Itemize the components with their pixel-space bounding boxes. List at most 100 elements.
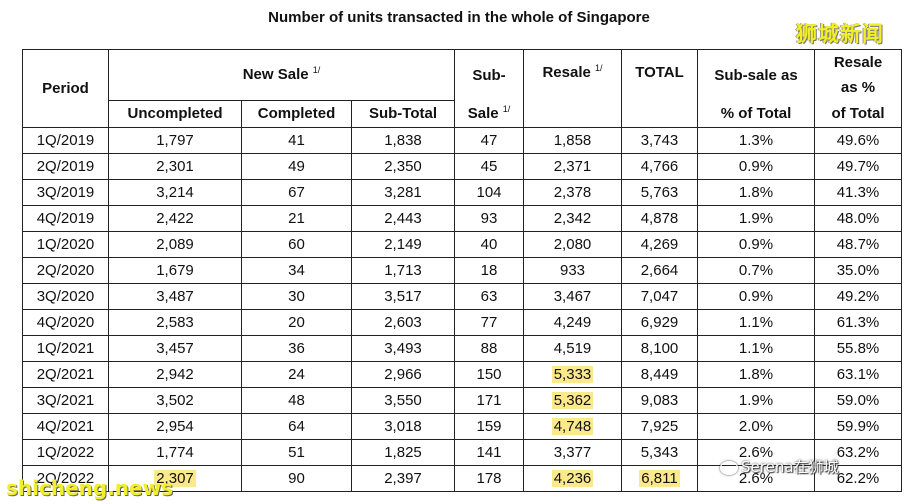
- cell-sub-sale: 171: [454, 386, 524, 414]
- table-row: 3Q/2020 3,487 30 3,517 63 3,467 7,047 0.9% 49.2%: [22, 282, 902, 310]
- cell-subtotal: 3,281: [351, 178, 455, 206]
- cell-completed: 60: [241, 230, 352, 258]
- header-sub-sale-top: Sub-: [454, 49, 524, 100]
- cell-total: 7,047: [621, 282, 698, 310]
- cell-uncompleted: 1,774: [108, 438, 242, 466]
- header-total: TOTAL: [621, 49, 698, 128]
- cell-resale-pct: 61.3%: [814, 308, 902, 336]
- cell-resale: 933: [523, 256, 622, 284]
- cell-resale: 5,333: [523, 360, 622, 388]
- cell-resale-pct: 48.7%: [814, 230, 902, 258]
- cell-completed: 41: [241, 126, 352, 154]
- header-sub-sale-bottom: Sale 1/: [454, 100, 524, 128]
- cell-uncompleted: 2,307: [108, 464, 242, 492]
- table-title: Number of units transacted in the whole …: [268, 9, 650, 26]
- cell-resale: 2,342: [523, 204, 622, 232]
- cell-sub-sale-pct: 1.9%: [697, 386, 815, 414]
- cell-subtotal: 2,350: [351, 152, 455, 180]
- cell-resale-pct: 49.7%: [814, 152, 902, 180]
- cell-sub-sale-pct: 1.8%: [697, 178, 815, 206]
- cell-subtotal: 3,493: [351, 334, 455, 362]
- cell-subtotal: 1,713: [351, 256, 455, 284]
- cell-sub-sale-pct: 2.6%: [697, 464, 815, 492]
- cell-total: 5,763: [621, 178, 698, 206]
- header-subtotal: Sub-Total: [351, 99, 455, 128]
- cell-resale: 3,377: [523, 438, 622, 466]
- cell-resale-pct: 62.2%: [814, 464, 902, 492]
- cell-resale-pct: 59.9%: [814, 412, 902, 440]
- cell-completed: 21: [241, 204, 352, 232]
- cell-period: 1Q/2021: [22, 334, 109, 362]
- cell-resale-pct: 59.0%: [814, 386, 902, 414]
- footnote-mark: 1/: [595, 63, 603, 73]
- cell-uncompleted: 2,422: [108, 204, 242, 232]
- table-row: 1Q/2020 2,089 60 2,149 40 2,080 4,269 0.9% 48.7%: [22, 230, 902, 258]
- cell-completed: 90: [241, 464, 352, 492]
- table-row: 2Q/2020 1,679 34 1,713 18 933 2,664 0.7% 35.0%: [22, 256, 902, 284]
- cell-subtotal: 3,517: [351, 282, 455, 310]
- table-row: 1Q/2019 1,797 41 1,838 47 1,858 3,743 1.3% 49.6%: [22, 126, 902, 154]
- transactions-table: Period New Sale 1/ Sub- Resale 1/ TOTAL …: [22, 49, 902, 492]
- header-uncompleted: Uncompleted: [108, 99, 242, 128]
- table-row: 1Q/2022 1,774 51 1,825 141 3,377 5,343 2.6% 63.2…: [22, 438, 902, 466]
- cell-period: 3Q/2019: [22, 178, 109, 206]
- cell-total: 9,083: [621, 386, 698, 414]
- cell-period: 4Q/2021: [22, 412, 109, 440]
- cell-sub-sale: 141: [454, 438, 524, 466]
- site-logo: 狮城新闻: [796, 22, 884, 46]
- cell-period: 4Q/2019: [22, 204, 109, 232]
- header-sub-sale-pct-bottom: % of Total: [697, 100, 815, 128]
- cell-sub-sale-pct: 1.1%: [697, 308, 815, 336]
- cell-subtotal: 1,825: [351, 438, 455, 466]
- cell-period: 1Q/2022: [22, 438, 109, 466]
- cell-subtotal: 3,018: [351, 412, 455, 440]
- cell-subtotal: 1,838: [351, 126, 455, 154]
- cell-resale: 2,371: [523, 152, 622, 180]
- cell-sub-sale-pct: 1.1%: [697, 334, 815, 362]
- cell-resale: 5,362: [523, 386, 622, 414]
- table-row: 4Q/2021 2,954 64 3,018 159 4,748 7,925 2.0% 59.9…: [22, 412, 902, 440]
- cell-sub-sale-pct: 1.8%: [697, 360, 815, 388]
- cell-total: 6,811: [621, 464, 698, 492]
- cell-period: 2Q/2022: [22, 464, 109, 492]
- cell-sub-sale-pct: 0.7%: [697, 256, 815, 284]
- header-sub-sale-pct-top: Sub-sale as: [697, 49, 815, 100]
- cell-sub-sale: 18: [454, 256, 524, 284]
- cell-sub-sale: 178: [454, 464, 524, 492]
- cell-sub-sale-pct: 1.9%: [697, 204, 815, 232]
- cell-sub-sale: 47: [454, 126, 524, 154]
- cell-completed: 20: [241, 308, 352, 336]
- cell-resale: 4,236: [523, 464, 622, 492]
- cell-uncompleted: 3,502: [108, 386, 242, 414]
- cell-uncompleted: 2,954: [108, 412, 242, 440]
- header-resale-pct-top: Resale as %: [814, 49, 902, 100]
- cell-uncompleted: 2,583: [108, 308, 242, 336]
- cell-sub-sale: 88: [454, 334, 524, 362]
- table-row: 2Q/2021 2,942 24 2,966 150 5,333 8,449 1.8% 63.1…: [22, 360, 902, 388]
- cell-sub-sale: 159: [454, 412, 524, 440]
- cell-resale-pct: 49.6%: [814, 126, 902, 154]
- footnote-mark: 1/: [502, 103, 511, 114]
- cell-completed: 51: [241, 438, 352, 466]
- table-row: 2Q/2022 2,307 90 2,397 178 4,236 6,811 2.6% 62.2…: [22, 464, 902, 492]
- table-row: 3Q/2021 3,502 48 3,550 171 5,362 9,083 1.9% 59.0…: [22, 386, 902, 414]
- cell-completed: 48: [241, 386, 352, 414]
- cell-sub-sale: 45: [454, 152, 524, 180]
- cell-sub-sale: 150: [454, 360, 524, 388]
- cell-resale: 2,080: [523, 230, 622, 258]
- table-row: 1Q/2021 3,457 36 3,493 88 4,519 8,100 1.1% 55.8%: [22, 334, 902, 362]
- cell-total: 2,664: [621, 256, 698, 284]
- cell-period: 1Q/2020: [22, 230, 109, 258]
- cell-resale-pct: 55.8%: [814, 334, 902, 362]
- cell-resale: 3,467: [523, 282, 622, 310]
- cell-resale-pct: 35.0%: [814, 256, 902, 284]
- cell-total: 8,449: [621, 360, 698, 388]
- cell-sub-sale-pct: 2.0%: [697, 412, 815, 440]
- cell-period: 4Q/2020: [22, 308, 109, 336]
- table-row: 4Q/2019 2,422 21 2,443 93 2,342 4,878 1.9% 48.0%: [22, 204, 902, 232]
- cell-sub-sale-pct: 0.9%: [697, 230, 815, 258]
- header-new-sale: New Sale 1/: [108, 49, 455, 101]
- cell-subtotal: 2,397: [351, 464, 455, 492]
- table-row: 3Q/2019 3,214 67 3,281 104 2,378 5,763 1.8% 41.3…: [22, 178, 902, 206]
- cell-uncompleted: 2,089: [108, 230, 242, 258]
